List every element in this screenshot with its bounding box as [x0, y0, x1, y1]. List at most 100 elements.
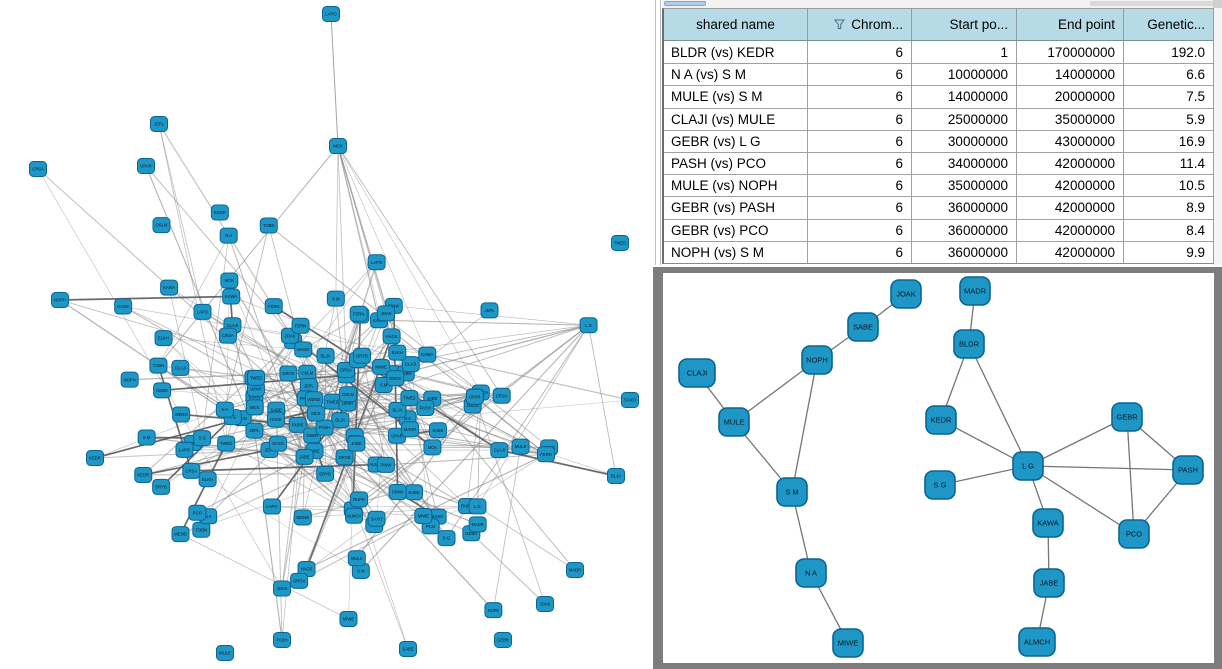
network-node[interactable]	[480, 302, 499, 319]
pane-divider[interactable]	[655, 0, 661, 265]
column-header-chromosome[interactable]: Chrom...	[808, 9, 912, 40]
network-node[interactable]	[414, 507, 433, 524]
network-node[interactable]	[345, 507, 364, 524]
network-node[interactable]	[367, 510, 386, 527]
table-row[interactable]: NOPH (vs) S M 6 36000000 42000000 9.9	[664, 240, 1213, 263]
table-row[interactable]: GEBR (vs) PCO 6 36000000 42000000 8.4	[664, 218, 1213, 241]
network-node[interactable]	[245, 399, 264, 416]
network-node[interactable]	[579, 317, 598, 334]
network-node[interactable]	[295, 448, 314, 465]
network-node[interactable]	[273, 580, 292, 597]
network-node[interactable]	[329, 138, 347, 154]
network-node[interactable]	[222, 288, 241, 305]
network-node-mule[interactable]	[718, 407, 750, 437]
column-header-shared-name[interactable]: shared name	[664, 9, 808, 40]
network-node[interactable]	[372, 358, 391, 375]
network-node[interactable]	[86, 450, 104, 466]
network-node[interactable]	[382, 328, 401, 345]
filter-icon[interactable]	[834, 19, 846, 30]
network-node[interactable]	[153, 382, 172, 399]
network-node[interactable]	[134, 466, 153, 483]
network-node-n-a[interactable]	[795, 558, 827, 588]
network-node[interactable]	[268, 435, 287, 452]
network-node[interactable]	[468, 498, 487, 515]
network-node[interactable]	[193, 430, 212, 447]
network-node-pash[interactable]	[1172, 455, 1204, 485]
network-node[interactable]	[137, 429, 156, 446]
network-node-sabe[interactable]	[847, 312, 879, 342]
network-node[interactable]	[215, 401, 234, 418]
network-node[interactable]	[399, 641, 417, 657]
network-node[interactable]	[219, 227, 238, 244]
network-node[interactable]	[437, 530, 456, 547]
network-node[interactable]	[322, 6, 340, 22]
network-node[interactable]	[273, 632, 291, 648]
network-node[interactable]	[428, 422, 447, 439]
network-node[interactable]	[401, 356, 420, 373]
network-node[interactable]	[171, 359, 190, 376]
network-node[interactable]	[220, 272, 239, 289]
network-node[interactable]	[175, 441, 194, 458]
network-node[interactable]	[494, 632, 512, 648]
network-node-s-g[interactable]	[924, 470, 956, 500]
network-node[interactable]	[377, 305, 396, 322]
network-node-almch[interactable]	[1018, 627, 1056, 657]
network-node[interactable]	[172, 406, 191, 423]
network-node[interactable]	[511, 438, 530, 455]
network-node[interactable]	[171, 526, 190, 543]
network-node[interactable]	[290, 572, 309, 589]
network-node[interactable]	[120, 371, 139, 388]
network-node[interactable]	[367, 254, 386, 271]
column-header-end-point[interactable]: End point	[1017, 9, 1124, 40]
network-node[interactable]	[154, 330, 173, 347]
network-node[interactable]	[152, 478, 171, 495]
network-node-madr[interactable]	[959, 276, 991, 306]
network-node[interactable]	[316, 465, 335, 482]
network-node[interactable]	[611, 235, 629, 251]
network-node[interactable]	[536, 596, 554, 612]
network-node[interactable]	[423, 439, 442, 456]
table-row[interactable]: CLAJI (vs) MULE 6 25000000 35000000 5.9	[664, 107, 1213, 130]
network-node[interactable]	[216, 645, 234, 661]
table-row[interactable]: N A (vs) S M 6 10000000 14000000 6.6	[664, 63, 1213, 86]
network-node[interactable]	[247, 369, 266, 386]
network-node-miwe[interactable]	[832, 628, 864, 658]
network-node[interactable]	[182, 462, 201, 479]
network-node[interactable]	[279, 365, 298, 382]
network-node[interactable]	[350, 491, 369, 508]
network-node[interactable]	[29, 161, 47, 177]
network-node[interactable]	[264, 298, 283, 315]
network-node[interactable]	[217, 435, 236, 452]
network-node[interactable]	[468, 516, 487, 533]
column-header-genetic-distance[interactable]: Genetic...	[1124, 9, 1213, 40]
column-header-start-position[interactable]: Start po...	[912, 9, 1017, 40]
scrollbar-thumb[interactable]	[664, 1, 706, 6]
network-node[interactable]	[114, 298, 133, 315]
network-node[interactable]	[259, 217, 278, 234]
network-node[interactable]	[315, 419, 334, 436]
network-node[interactable]	[347, 550, 366, 567]
network-node-claji[interactable]	[678, 358, 716, 388]
network-node-noph[interactable]	[801, 345, 833, 375]
network-node[interactable]	[349, 305, 368, 322]
network-node[interactable]	[339, 610, 358, 627]
network-node[interactable]	[388, 344, 407, 361]
table-row[interactable]: GEBR (vs) PASH 6 36000000 42000000 8.9	[664, 196, 1213, 219]
network-node[interactable]	[306, 405, 325, 422]
network-node[interactable]	[294, 341, 313, 358]
network-node-l-g[interactable]	[1012, 451, 1044, 481]
network-node-bldr[interactable]	[953, 329, 985, 359]
network-node[interactable]	[465, 388, 484, 405]
network-node[interactable]	[376, 456, 395, 473]
table-row[interactable]: MULE (vs) NOPH 6 35000000 42000000 10.5	[664, 174, 1213, 197]
table-row[interactable]: PASH (vs) PCO 6 34000000 42000000 11.4	[664, 151, 1213, 175]
network-node[interactable]	[188, 504, 207, 521]
network-node[interactable]	[335, 449, 354, 466]
network-node[interactable]	[316, 347, 335, 364]
network-node-gebr[interactable]	[1111, 402, 1143, 432]
overview-network-canvas[interactable]: LAPO MCK JEPL CRSA UPAR TWED SAXO BLJA KEDR NOPH M…	[0, 0, 655, 669]
network-node-kawa[interactable]	[1032, 508, 1064, 538]
network-node[interactable]	[347, 435, 366, 452]
network-node[interactable]	[418, 346, 437, 363]
network-node[interactable]	[331, 412, 350, 429]
